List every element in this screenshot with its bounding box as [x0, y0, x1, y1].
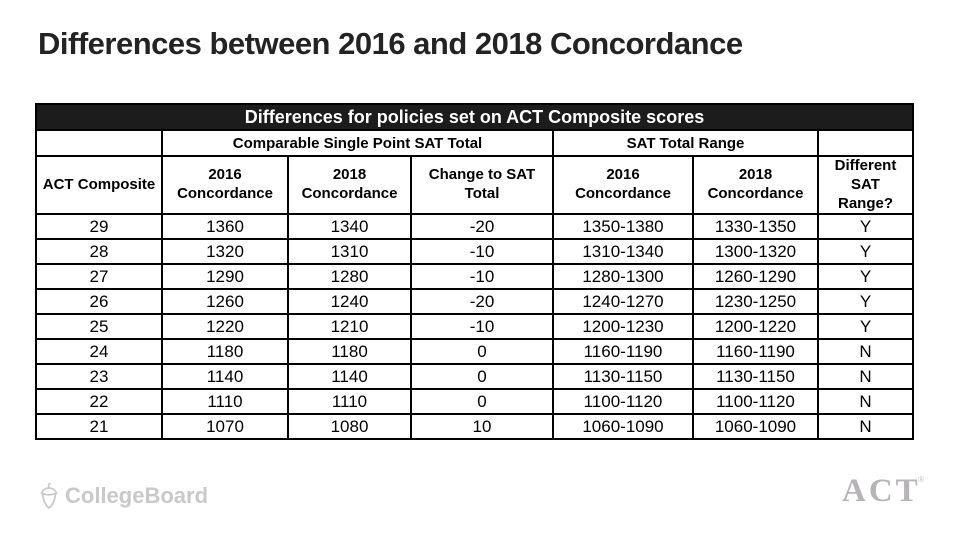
cell: 1060-1090 [692, 413, 819, 441]
table-group-header-row: Comparable Single Point SAT Total SAT To… [35, 129, 914, 157]
cell: 1280 [287, 263, 412, 291]
table-row: 26 1260 1240 -20 1240-1270 1230-1250 Y [35, 288, 914, 316]
cell: 1160-1190 [692, 338, 819, 366]
page-title: Differences between 2016 and 2018 Concor… [38, 26, 743, 61]
cell: 1240 [287, 288, 412, 316]
table-row: 28 1320 1310 -10 1310-1340 1300-1320 Y [35, 238, 914, 266]
cell: 1360 [161, 213, 289, 241]
cell: 1200-1230 [552, 313, 694, 341]
cell: 21 [35, 413, 163, 441]
cell: 1320 [161, 238, 289, 266]
act-logo: ACT ® [842, 473, 924, 509]
cell: Y [817, 263, 914, 291]
cell: 1130-1150 [692, 363, 819, 391]
cell: -10 [410, 263, 554, 291]
collegeboard-logo: CollegeBoard [36, 482, 208, 510]
cell: 26 [35, 288, 163, 316]
cell: N [817, 413, 914, 441]
group-header-sat-range: SAT Total Range [552, 129, 819, 157]
cell: -10 [410, 238, 554, 266]
table-banner: Differences for policies set on ACT Comp… [35, 103, 914, 131]
concordance-table: Differences for policies set on ACT Comp… [35, 103, 914, 441]
cell: 1340 [287, 213, 412, 241]
act-wordmark: ACT [842, 473, 921, 509]
cell: N [817, 338, 914, 366]
cell: 22 [35, 388, 163, 416]
cell: -10 [410, 313, 554, 341]
cell: 24 [35, 338, 163, 366]
cell: 1330-1350 [692, 213, 819, 241]
cell: 1160-1190 [552, 338, 694, 366]
cell: 1130-1150 [552, 363, 694, 391]
column-header-2016-concordance-point: 2016 Concordance [161, 154, 289, 216]
cell: 1110 [287, 388, 412, 416]
table-row: 23 1140 1140 0 1130-1150 1130-1150 N [35, 363, 914, 391]
table-row: 22 1110 1110 0 1100-1120 1100-1120 N [35, 388, 914, 416]
cell: 1260 [161, 288, 289, 316]
column-header-act-composite: ACT Composite [35, 154, 163, 216]
table-row: 25 1220 1210 -10 1200-1230 1200-1220 Y [35, 313, 914, 341]
column-header-2018-concordance-range: 2018 Concordance [692, 154, 819, 216]
acorn-icon [36, 482, 62, 510]
cell: N [817, 388, 914, 416]
cell: 1140 [287, 363, 412, 391]
cell: 1350-1380 [552, 213, 694, 241]
cell: N [817, 363, 914, 391]
cell: 0 [410, 338, 554, 366]
cell: 1060-1090 [552, 413, 694, 441]
cell: 1180 [287, 338, 412, 366]
act-registered-mark: ® [918, 475, 924, 484]
cell: 1100-1120 [552, 388, 694, 416]
cell: 1180 [161, 338, 289, 366]
cell: 25 [35, 313, 163, 341]
cell: 0 [410, 388, 554, 416]
table-row: 29 1360 1340 -20 1350-1380 1330-1350 Y [35, 213, 914, 241]
column-header-2018-concordance-point: 2018 Concordance [287, 154, 412, 216]
column-header-change-to-sat-total: Change to SAT Total [410, 154, 554, 216]
cell: 1080 [287, 413, 412, 441]
cell: 1300-1320 [692, 238, 819, 266]
cell: 0 [410, 363, 554, 391]
group-header-single-point: Comparable Single Point SAT Total [161, 129, 554, 157]
group-header-blank-left [35, 129, 163, 157]
cell: 1310 [287, 238, 412, 266]
table-row: 27 1290 1280 -10 1280-1300 1260-1290 Y [35, 263, 914, 291]
cell: 1070 [161, 413, 289, 441]
cell: 23 [35, 363, 163, 391]
cell: 10 [410, 413, 554, 441]
cell: 1310-1340 [552, 238, 694, 266]
table-row: 21 1070 1080 10 1060-1090 1060-1090 N [35, 413, 914, 441]
cell: 27 [35, 263, 163, 291]
cell: 28 [35, 238, 163, 266]
cell: 1240-1270 [552, 288, 694, 316]
cell: -20 [410, 213, 554, 241]
cell: 29 [35, 213, 163, 241]
cell: 1200-1220 [692, 313, 819, 341]
column-header-different-sat-range: Different SAT Range? [817, 154, 914, 216]
cell: 1110 [161, 388, 289, 416]
collegeboard-wordmark: CollegeBoard [65, 483, 209, 508]
table-body: 29 1360 1340 -20 1350-1380 1330-1350 Y 28 1320 13… [35, 213, 914, 441]
cell: 1230-1250 [692, 288, 819, 316]
cell: 1140 [161, 363, 289, 391]
cell: 1220 [161, 313, 289, 341]
table-row: 24 1180 1180 0 1160-1190 1160-1190 N [35, 338, 914, 366]
column-header-2016-concordance-range: 2016 Concordance [552, 154, 694, 216]
cell: Y [817, 288, 914, 316]
cell: Y [817, 238, 914, 266]
cell: 1280-1300 [552, 263, 694, 291]
cell: -20 [410, 288, 554, 316]
table-column-header-row: ACT Composite 2016 Concordance 2018 Conc… [35, 154, 914, 216]
cell: 1290 [161, 263, 289, 291]
cell: Y [817, 313, 914, 341]
group-header-blank-right [817, 129, 914, 157]
cell: 1100-1120 [692, 388, 819, 416]
cell: 1260-1290 [692, 263, 819, 291]
cell: Y [817, 213, 914, 241]
table-banner-row: Differences for policies set on ACT Comp… [35, 103, 914, 131]
cell: 1210 [287, 313, 412, 341]
